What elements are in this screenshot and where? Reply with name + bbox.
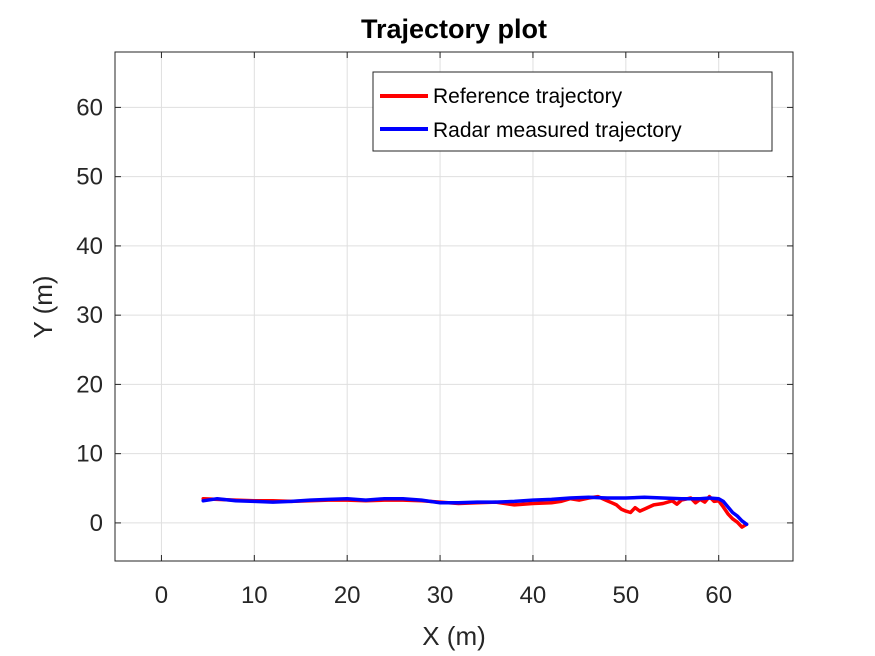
y-tick-label: 0	[90, 510, 103, 537]
y-tick-label: 60	[76, 94, 103, 121]
x-ticks: 0 10 20 30 40 50 60	[155, 52, 732, 609]
radar-measured-trajectory-line	[201, 495, 749, 527]
x-tick-label: 40	[520, 582, 547, 609]
y-axis-label: Y (m)	[28, 275, 58, 338]
x-tick-label: 60	[705, 582, 732, 609]
legend: Reference trajectory Radar measured traj…	[372, 71, 773, 152]
y-ticks: 0 10 20 30 40 50 60	[76, 94, 793, 537]
chart-title: Trajectory plot	[361, 14, 547, 44]
legend-box	[372, 71, 773, 152]
x-tick-label: 10	[241, 582, 268, 609]
y-tick-label: 30	[76, 302, 103, 329]
x-tick-label: 50	[612, 582, 639, 609]
series-layer	[201, 494, 749, 529]
plot-border	[114, 51, 794, 562]
x-tick-label: 0	[155, 582, 168, 609]
y-tick-label: 40	[76, 233, 103, 260]
legend-entry-radar: Radar measured trajectory	[433, 119, 682, 142]
legend-entry-reference: Reference trajectory	[433, 85, 623, 108]
y-tick-label: 20	[76, 371, 103, 398]
x-tick-label: 30	[427, 582, 454, 609]
y-tick-label: 50	[76, 164, 103, 191]
x-axis-label: X (m)	[422, 621, 486, 651]
y-tick-label: 10	[76, 441, 103, 468]
x-tick-label: 20	[334, 582, 361, 609]
